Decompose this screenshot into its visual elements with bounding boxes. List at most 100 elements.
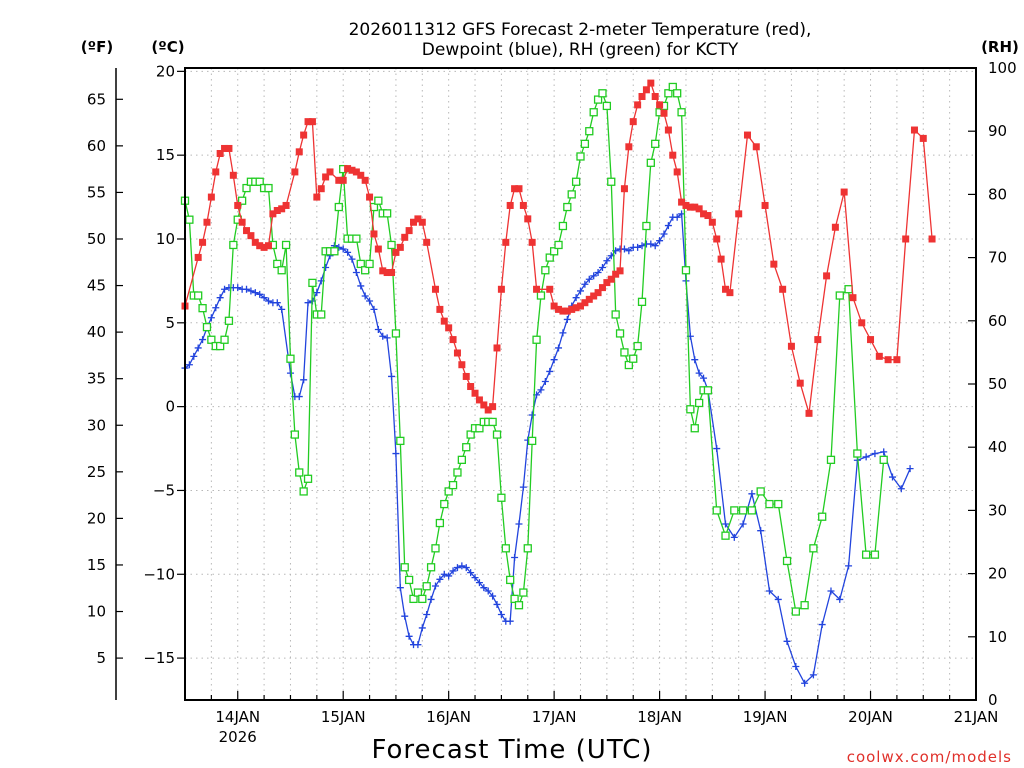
rh-point bbox=[791, 607, 800, 616]
rh-point bbox=[185, 215, 194, 224]
celsius-tick-label: 15 bbox=[156, 146, 175, 164]
series-open-square bbox=[180, 82, 888, 616]
rh-tick-label: 90 bbox=[988, 122, 1007, 140]
dewpoint-point bbox=[700, 374, 708, 382]
rh-tick-label: 80 bbox=[988, 185, 1007, 203]
fahrenheit-tick-label: 10 bbox=[87, 603, 106, 621]
rh-point bbox=[567, 190, 576, 199]
rh-point bbox=[879, 455, 888, 464]
rh-point bbox=[563, 202, 572, 212]
temperature-point bbox=[462, 372, 470, 380]
dewpoint-point bbox=[418, 624, 426, 632]
rh-point bbox=[273, 259, 282, 269]
rh-point bbox=[317, 310, 326, 319]
dewpoint-point bbox=[453, 564, 461, 572]
rh-point bbox=[536, 291, 546, 300]
temperature-point bbox=[471, 389, 479, 397]
dewpoint-point bbox=[431, 582, 439, 590]
rh-point bbox=[418, 594, 427, 604]
rh-point bbox=[554, 240, 563, 250]
fahrenheit-tick-label: 60 bbox=[87, 137, 106, 155]
rh-point bbox=[541, 266, 550, 275]
temperature-point bbox=[572, 304, 580, 312]
dewpoint-point bbox=[480, 584, 488, 592]
dewpoint-point bbox=[374, 326, 382, 334]
dewpoint-point bbox=[185, 361, 193, 369]
temperature-point bbox=[884, 356, 892, 364]
rh-point bbox=[198, 304, 207, 313]
dewpoint-point bbox=[620, 245, 628, 253]
temperature-point bbox=[370, 230, 378, 238]
temperature-point bbox=[207, 193, 215, 201]
rh-point bbox=[514, 601, 524, 610]
rh-point bbox=[721, 531, 730, 540]
rh-point bbox=[774, 499, 783, 509]
temperature-point bbox=[357, 171, 365, 179]
dewpoint-point bbox=[765, 587, 773, 595]
rh-point bbox=[646, 158, 655, 167]
dewpoint-point bbox=[515, 520, 523, 528]
dewpoint-point bbox=[836, 595, 844, 603]
rh-point bbox=[426, 563, 436, 572]
x-tick-label: 15JAN bbox=[321, 708, 366, 726]
temperature-point bbox=[414, 215, 422, 223]
rh-point bbox=[585, 127, 594, 136]
rh-point bbox=[844, 285, 853, 294]
temperature-point bbox=[383, 269, 391, 277]
rh-point bbox=[756, 487, 765, 496]
temperature-point bbox=[497, 285, 505, 293]
rh-point bbox=[365, 259, 374, 269]
temperature-point bbox=[717, 255, 725, 263]
dewpoint-point bbox=[603, 257, 611, 265]
dewpoint-point bbox=[273, 299, 281, 307]
temperature-point bbox=[519, 201, 527, 209]
rh-point bbox=[422, 582, 431, 591]
temperature-point bbox=[475, 396, 483, 404]
temperature-point bbox=[577, 302, 584, 310]
rh-point bbox=[681, 266, 691, 275]
rh-point bbox=[861, 550, 871, 559]
rh-point bbox=[642, 221, 651, 231]
dewpoint-point bbox=[348, 255, 356, 263]
temperature-point bbox=[260, 243, 268, 251]
dewpoint-point bbox=[388, 372, 396, 380]
axis-ticks bbox=[116, 67, 976, 701]
dewpoint-point bbox=[427, 595, 435, 603]
dewpoint-point bbox=[906, 465, 914, 473]
rh-point bbox=[466, 430, 475, 439]
temperature-point bbox=[656, 101, 664, 109]
dewpoint-point bbox=[801, 679, 809, 687]
rh-tick-label: 30 bbox=[988, 501, 1007, 519]
dewpoint-point bbox=[216, 294, 224, 302]
temperature-point bbox=[686, 203, 694, 211]
dewpoint-point bbox=[634, 243, 642, 251]
rh-point bbox=[607, 177, 616, 186]
fahrenheit-tick-label: 50 bbox=[87, 230, 106, 248]
dewpoint-point bbox=[449, 567, 457, 575]
dewpoint-point bbox=[577, 287, 584, 295]
temperature-point bbox=[546, 285, 554, 293]
temperature-point bbox=[752, 143, 760, 151]
rh-point bbox=[440, 499, 449, 509]
dewpoint-point bbox=[528, 411, 536, 419]
dewpoint-point bbox=[322, 263, 330, 271]
dewpoint-point bbox=[546, 367, 554, 375]
temperature-point bbox=[634, 101, 642, 109]
rh-point bbox=[413, 588, 423, 597]
dewpoint-point bbox=[251, 289, 259, 297]
dewpoint-point bbox=[730, 533, 738, 541]
dewpoint-point bbox=[458, 562, 466, 570]
temperature-point bbox=[651, 92, 659, 100]
temperature-point bbox=[673, 168, 681, 176]
rh-point bbox=[738, 506, 748, 515]
dewpoint-point bbox=[897, 485, 905, 493]
temperature-point bbox=[524, 215, 532, 223]
temperature-point bbox=[858, 319, 866, 327]
rh-point bbox=[580, 139, 590, 148]
temperature-point bbox=[708, 218, 716, 226]
temperature-point bbox=[313, 193, 321, 201]
temperature-point bbox=[678, 198, 686, 206]
temperature-point bbox=[594, 289, 602, 297]
axis-labels: 20151050−5−10−15656055504540353025201510… bbox=[87, 59, 1017, 746]
dewpoint-point bbox=[713, 445, 721, 453]
